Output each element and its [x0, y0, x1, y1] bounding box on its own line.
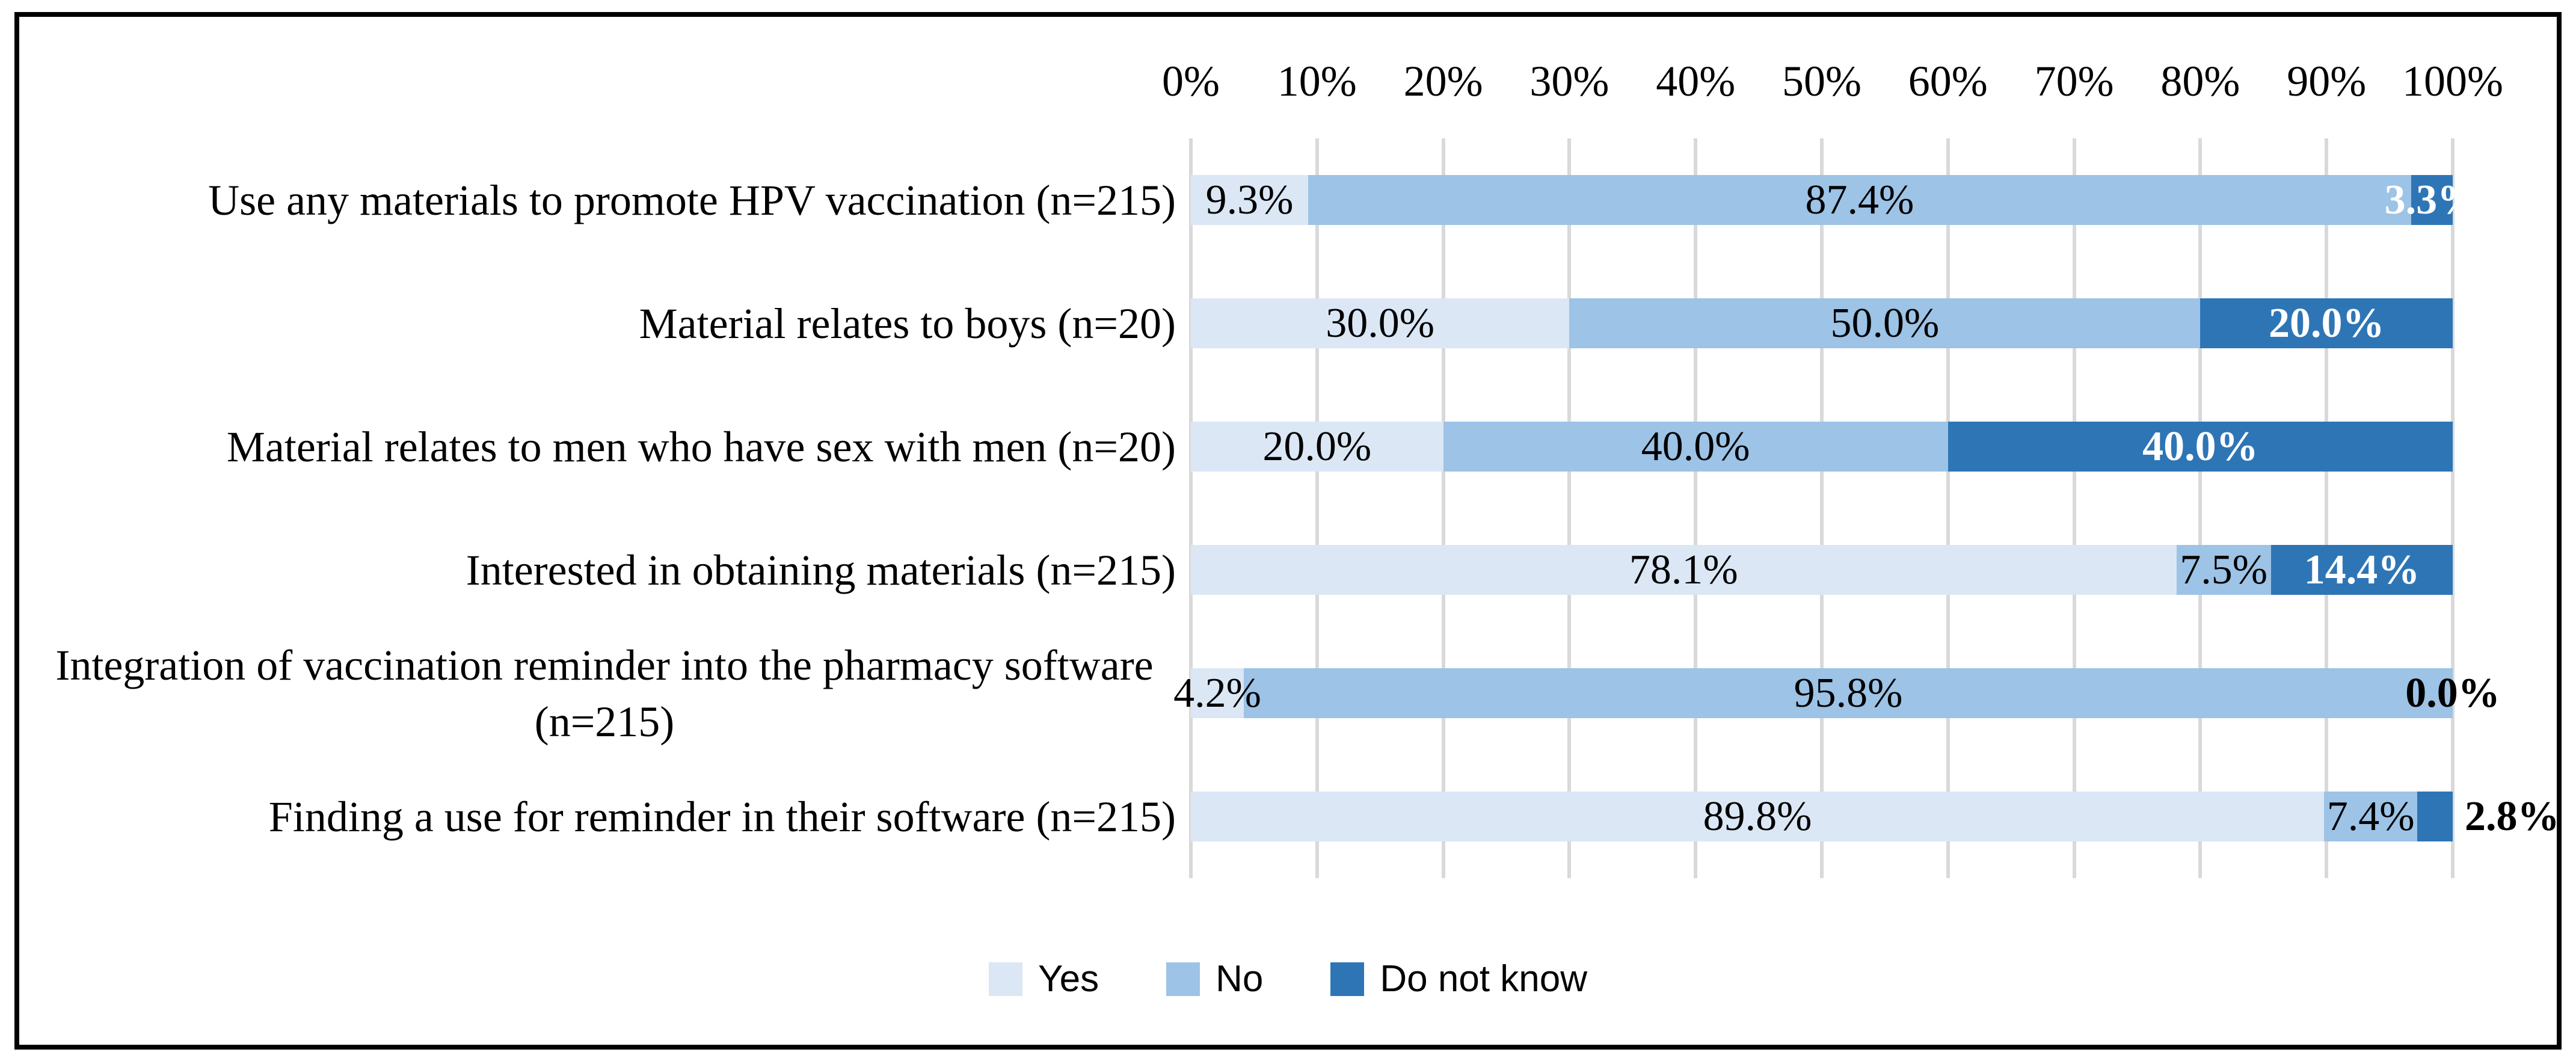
bar-segment-do-not-know — [2270, 545, 2453, 595]
bar-value-label: 95.8% — [1794, 670, 1903, 716]
legend-swatch-no — [1166, 962, 1200, 996]
bar-row: 89.8% 7.4% 2.8% — [1191, 755, 2560, 878]
x-tick-label: 50% — [1782, 57, 1861, 105]
gridline — [2325, 138, 2329, 878]
bar-segment-yes — [1191, 668, 1244, 718]
bar-segment-do-not-know — [1947, 422, 2453, 472]
gridline — [1441, 138, 1445, 878]
legend-item-do-not-know: Do not know — [1330, 961, 1587, 998]
bar-segment-yes — [1191, 422, 1443, 472]
stacked-bar: 89.8% 7.4% 2.8% — [1191, 792, 2560, 841]
bar-row: 30.0% 50.0% 20.0% — [1191, 262, 2453, 385]
bar-value-label: 40.0% — [1641, 423, 1750, 470]
x-tick-label: 80% — [2160, 57, 2240, 105]
legend: Yes No Do not know — [0, 949, 2576, 1009]
bar-segment-no — [1569, 298, 2201, 348]
x-tick-label: 30% — [1529, 57, 1609, 105]
bar-value-label: 78.1% — [1629, 547, 1738, 593]
x-axis: 0% 10% 20% 30% 40% 50% 60% 70% 80% 90% 100% — [1162, 51, 2503, 111]
category-label: Interested in obtaining materials (n=215… — [466, 546, 1176, 594]
bar-value-label: 7.4% — [2326, 793, 2415, 840]
bar-value-label: 50.0% — [1830, 300, 1940, 346]
gridline — [2072, 138, 2076, 878]
gridline — [1946, 138, 1950, 878]
category-label: Material relates to men who have sex wit… — [226, 422, 1176, 471]
gridline — [1189, 138, 1193, 878]
bar-segment-do-not-know — [2411, 175, 2453, 225]
bar-value-label: 3.3% — [2384, 177, 2480, 223]
x-tick-label: 90% — [2287, 57, 2367, 105]
bar-row: 9.3% 87.4% 3.3% — [1191, 138, 2479, 262]
gridline — [1567, 138, 1572, 878]
category-labels: Use any materials to promote HPV vaccina… — [33, 138, 1176, 878]
gridline — [1315, 138, 1319, 878]
bar-segment-do-not-know — [2200, 298, 2453, 348]
x-tick-label: 60% — [1908, 57, 1988, 105]
bar-segment-no — [1244, 668, 2453, 718]
bar-value-label: 30.0% — [1326, 300, 1435, 346]
gridline — [2451, 138, 2455, 878]
bar-value-label: 14.4% — [2304, 547, 2420, 593]
stacked-bar: 78.1% 7.5% 14.4% — [1191, 545, 2453, 595]
bar-value-label: 40.0% — [2142, 423, 2258, 470]
gridline — [1820, 138, 1824, 878]
legend-swatch-yes — [988, 962, 1022, 996]
bar-value-label: 0.0% — [2405, 670, 2500, 716]
category-label: Integration of vaccination reminder into… — [55, 641, 1154, 746]
x-tick-label: 100% — [2402, 57, 2503, 105]
legend-swatch-do-not-know — [1330, 962, 1365, 996]
bar-value-label: 4.2% — [1173, 670, 1261, 716]
legend-item-yes: Yes — [988, 958, 1099, 1000]
bar-segment-yes — [1191, 175, 1309, 225]
bar-value-label: 9.3% — [1205, 177, 1294, 223]
category-label: Material relates to boys (n=20) — [639, 299, 1176, 348]
bar-value-label: 7.5% — [2180, 547, 2268, 593]
stacked-bar: 4.2% 95.8% 0.0% — [1173, 668, 2500, 718]
figure-border — [14, 12, 2562, 1050]
bar-segment-do-not-know — [2417, 792, 2453, 841]
plot-area: 9.3% 87.4% 3.3% 30.0% 50.0% 20.0% 20.0% 40.0% 40… — [1173, 138, 2560, 878]
bar-value-label: 20.0% — [2268, 300, 2385, 346]
bar-value-label: 20.0% — [1262, 423, 1372, 470]
bar-segment-yes — [1191, 545, 2177, 595]
bar-row: 4.2% 95.8% 0.0% — [1173, 632, 2500, 755]
bar-segment-yes — [1191, 792, 2324, 841]
legend-label: Yes — [1037, 958, 1099, 1000]
legend-label: No — [1216, 958, 1264, 1000]
bar-row: 20.0% 40.0% 40.0% — [1191, 385, 2453, 508]
stacked-bar: 20.0% 40.0% 40.0% — [1191, 422, 2453, 472]
legend-item-no: No — [1166, 961, 1263, 998]
bar-value-label: 2.8% — [2465, 793, 2560, 840]
bar-segment-no — [1443, 422, 1948, 472]
gridline — [1694, 138, 1698, 878]
x-tick-label: 70% — [2034, 57, 2114, 105]
bar-segment-yes — [1191, 298, 1570, 348]
stacked-bar: 30.0% 50.0% 20.0% — [1191, 298, 2453, 348]
x-tick-label: 0% — [1162, 57, 1220, 105]
legend-label: Do not know — [1380, 958, 1588, 1000]
bar-value-label: 89.8% — [1703, 793, 1812, 840]
gridline — [2198, 138, 2203, 878]
x-tick-label: 20% — [1403, 57, 1483, 105]
bar-segment-no — [2324, 792, 2418, 841]
bar-value-label: 87.4% — [1805, 177, 1914, 223]
x-tick-label: 10% — [1277, 57, 1357, 105]
bar-row: 78.1% 7.5% 14.4% — [1191, 508, 2453, 632]
category-label: Use any materials to promote HPV vaccina… — [208, 176, 1176, 224]
category-label: Finding a use for reminder in their soft… — [268, 792, 1176, 841]
stacked-bar: 9.3% 87.4% 3.3% — [1191, 175, 2479, 225]
bar-segment-no — [1308, 175, 2411, 225]
bar-segment-no — [2176, 545, 2271, 595]
x-tick-label: 40% — [1656, 57, 1736, 105]
